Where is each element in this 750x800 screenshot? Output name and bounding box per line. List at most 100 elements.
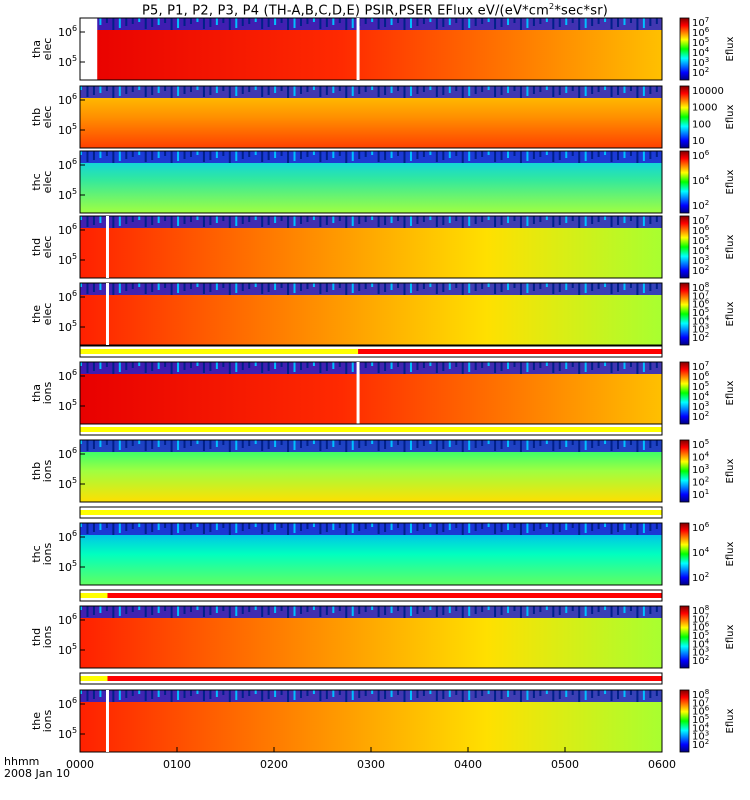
noise-stripe: [138, 606, 141, 610]
noise-stripe: [274, 86, 277, 93]
y-tick-exponent: 6: [72, 529, 77, 538]
noise-stripe: [468, 440, 471, 450]
noise-stripe: [519, 690, 522, 702]
noise-stripe: [189, 440, 192, 446]
noise-stripe: [92, 86, 95, 95]
noise-stripe: [642, 690, 645, 700]
noise-stripe: [131, 283, 134, 289]
noise-stripe: [513, 523, 516, 528]
colorbar-tick-exponent: 4: [705, 390, 710, 398]
noise-stripe: [287, 606, 290, 618]
noise-stripe: [565, 151, 568, 158]
noise-stripe: [642, 362, 645, 372]
noise-stripe: [86, 86, 89, 97]
noise-stripe: [474, 216, 477, 224]
colorbar-tick-label: 102: [692, 654, 709, 667]
colorbar-tick-exponent: 7: [705, 360, 709, 368]
noise-stripe: [215, 523, 218, 530]
noise-stripe: [578, 151, 581, 163]
noise-stripe: [552, 690, 555, 701]
noise-stripe: [80, 523, 82, 527]
noise-stripe: [552, 362, 555, 373]
noise-stripe: [338, 216, 341, 221]
colorbar-tick-exponent: 4: [705, 721, 710, 729]
noise-stripe: [403, 690, 406, 702]
noise-stripe: [507, 18, 510, 25]
noise-stripe: [435, 151, 438, 162]
noise-stripe: [610, 86, 613, 97]
noise-stripe: [254, 18, 257, 22]
mode-bar-segment: [80, 349, 359, 354]
noise-stripe: [306, 362, 309, 368]
colorbar: [679, 85, 690, 149]
noise-stripe: [481, 606, 484, 612]
y-tick-exponent: 6: [72, 696, 77, 705]
noise-stripe: [526, 606, 529, 616]
noise-stripe: [338, 690, 341, 695]
noise-stripe: [500, 690, 503, 699]
noise-stripe: [649, 606, 652, 614]
noise-stripe: [390, 690, 393, 697]
noise-stripe: [655, 606, 658, 612]
mode-bar-segment: [80, 510, 662, 515]
noise-stripe: [293, 18, 296, 28]
noise-stripe: [235, 440, 238, 450]
noise-stripe: [636, 86, 639, 98]
noise-stripe: [118, 440, 121, 450]
noise-stripe: [507, 151, 510, 158]
noise-stripe: [584, 216, 587, 226]
noise-stripe: [274, 18, 277, 25]
noise-stripe: [422, 86, 425, 92]
colorbar-tick-exponent: 4: [705, 546, 710, 554]
noise-stripe: [125, 690, 128, 698]
colorbar-tick-exponent: 4: [705, 46, 710, 54]
noise-stripe: [597, 151, 600, 157]
noise-stripe: [118, 216, 121, 226]
noise-stripe: [299, 362, 302, 370]
noise-stripe: [539, 362, 542, 368]
noise-stripe: [487, 216, 490, 220]
noise-stripe: [571, 151, 574, 156]
noise-stripe: [578, 86, 581, 98]
noise-stripe: [351, 283, 354, 293]
noise-stripe: [222, 606, 225, 611]
noise-stripe: [280, 606, 283, 611]
noise-stripe: [319, 86, 322, 97]
noise-stripe: [532, 690, 535, 698]
noise-stripe: [164, 18, 167, 23]
noise-stripe: [312, 523, 315, 527]
noise-stripe: [202, 151, 205, 162]
y-tick-label: 106: [58, 446, 77, 461]
noise-stripe: [92, 606, 95, 615]
y-tick-label: 105: [58, 187, 77, 202]
noise-stripe: [642, 606, 645, 616]
mode-bar-frame: [79, 672, 663, 685]
noise-stripe: [138, 151, 141, 155]
y-tick-exponent: 5: [72, 726, 77, 735]
noise-stripe: [526, 362, 529, 372]
noise-stripe: [429, 606, 432, 610]
noise-stripe: [80, 690, 82, 694]
colorbar-tick-label: 106: [692, 149, 710, 162]
noise-stripe: [448, 606, 451, 613]
noise-stripe: [416, 362, 419, 370]
noise-stripe: [183, 440, 186, 448]
noise-stripe: [507, 86, 510, 93]
noise-stripe: [248, 18, 251, 24]
noise-stripe: [144, 523, 147, 534]
noise-stripe: [144, 690, 147, 701]
panel-species-label: ions: [41, 459, 54, 482]
noise-stripe: [571, 440, 574, 445]
noise-stripe: [429, 690, 432, 694]
noise-stripe: [319, 440, 322, 451]
panel-probe-label: tha: [30, 384, 43, 402]
noise-stripe: [254, 606, 257, 610]
noise-stripe: [409, 151, 412, 161]
noise-stripe: [494, 523, 497, 534]
colorbar: [679, 215, 690, 279]
colorbar-tick-label: 102: [692, 264, 709, 277]
noise-stripe: [384, 440, 387, 449]
noise-stripe: [345, 362, 348, 374]
noise-stripe: [397, 606, 400, 611]
